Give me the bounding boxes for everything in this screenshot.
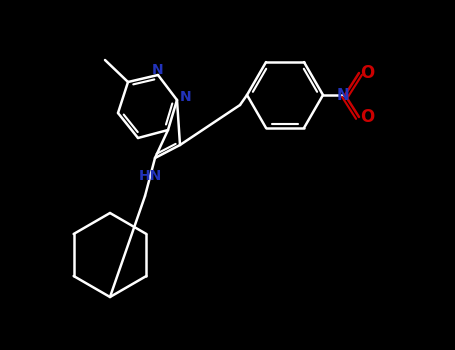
- Text: N: N: [180, 90, 192, 104]
- Text: N: N: [152, 63, 164, 77]
- Text: O: O: [360, 108, 374, 126]
- Text: HN: HN: [138, 169, 162, 183]
- Text: N: N: [337, 88, 349, 103]
- Text: O: O: [360, 64, 374, 82]
